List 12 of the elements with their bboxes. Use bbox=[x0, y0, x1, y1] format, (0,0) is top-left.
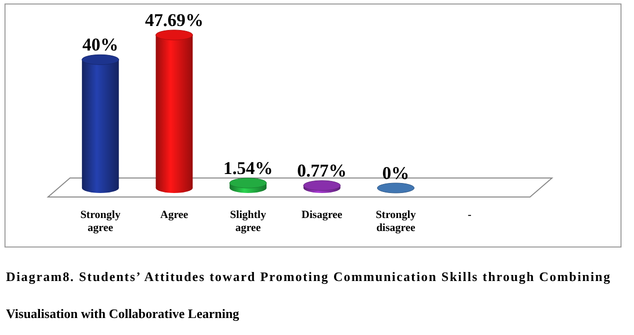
data-label: 0% bbox=[382, 163, 410, 183]
x-tick-label: Disagree bbox=[302, 209, 342, 221]
data-label: 47.69% bbox=[144, 10, 204, 30]
x-tick-label: Agree bbox=[160, 209, 188, 221]
data-label: 40% bbox=[82, 34, 118, 55]
data-label: 1.54% bbox=[223, 158, 273, 178]
x-tick-label: Slightly agree bbox=[230, 209, 267, 234]
chart-title: Diagram8. Students’ Attitudes toward Promoting Communication Skills through Combining Visualisation with Collaborative Learning bbox=[6, 269, 610, 321]
data-label: 0.77% bbox=[297, 160, 347, 181]
x-tick-label: Strongly disagree bbox=[376, 209, 416, 234]
x-tick-label: Strongly agree bbox=[80, 209, 121, 234]
x-tick-label: - bbox=[468, 209, 472, 221]
